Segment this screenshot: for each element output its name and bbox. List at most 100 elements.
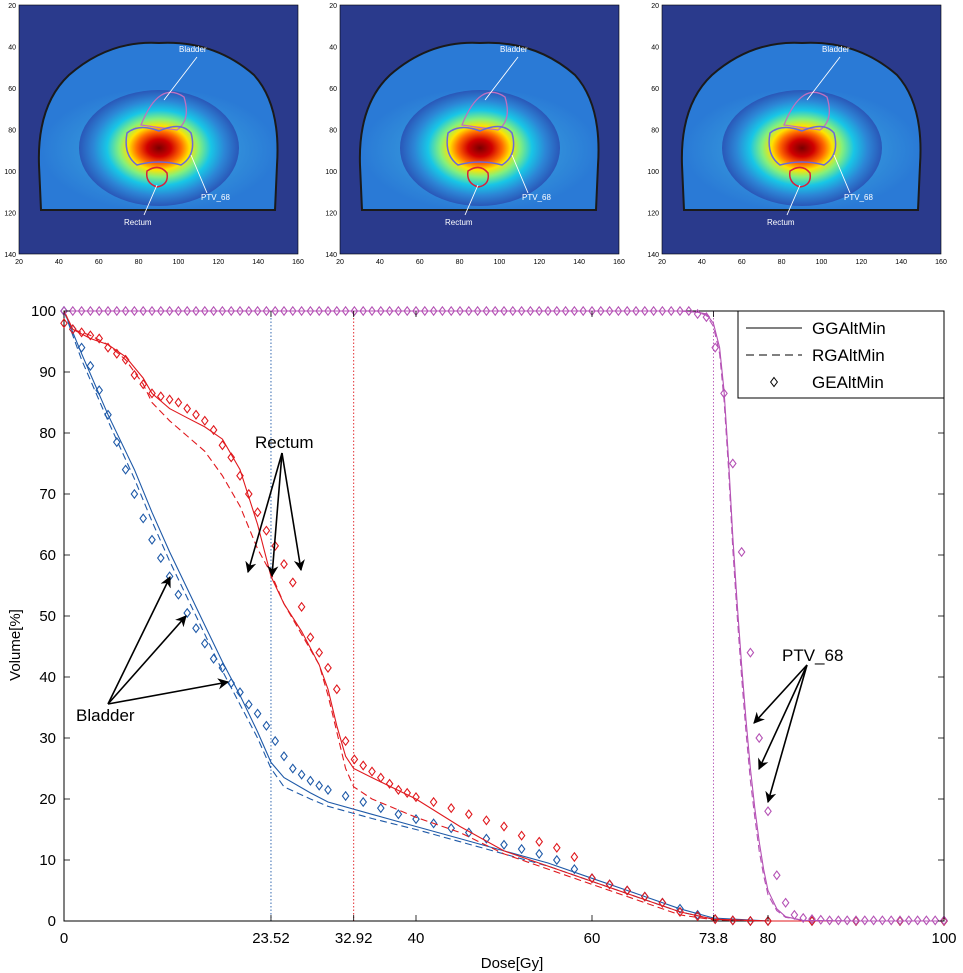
data-point (341, 305, 350, 317)
data-point (183, 607, 192, 619)
data-point (429, 796, 438, 808)
annotation-arrow (107, 575, 171, 705)
data-point (218, 662, 227, 673)
data-point (447, 305, 456, 317)
data-point (121, 464, 130, 475)
dose-map-x-tick: 120 (533, 259, 545, 266)
data-point (324, 305, 332, 317)
data-point (500, 305, 508, 317)
y-tick-label: 70 (39, 486, 56, 503)
data-point (588, 873, 596, 884)
annotation-ptv: PTV_68 (782, 646, 843, 665)
dose-map-x-tick: 120 (212, 259, 224, 266)
data-point (623, 305, 632, 317)
data-point (676, 903, 684, 914)
data-point (376, 772, 385, 783)
legend-label: RGAltMin (812, 346, 885, 365)
data-point (218, 440, 227, 451)
data-point (174, 589, 183, 600)
y-tick-label: 0 (48, 913, 56, 930)
data-point (632, 305, 640, 317)
data-point (825, 915, 834, 926)
rectum-contour (788, 166, 812, 188)
dose-map-x-tick: 60 (738, 259, 746, 266)
dose-map-x-tick: 60 (95, 259, 103, 266)
data-point (341, 790, 350, 802)
dose-map-y-tick: 80 (8, 128, 16, 135)
data-point (236, 470, 244, 481)
dose-map-x-tick: 40 (55, 259, 63, 266)
bladder-label: Bladder (822, 45, 850, 54)
data-point (658, 897, 667, 908)
data-point (104, 409, 112, 420)
dose-hotspot (79, 90, 239, 206)
dose-map-x-tick: 40 (698, 259, 706, 266)
data-point (95, 385, 104, 396)
data-point (359, 760, 368, 771)
data-point (834, 915, 843, 926)
data-point (244, 305, 253, 317)
data-point (156, 391, 165, 402)
data-point (315, 305, 324, 317)
dose-map-y-tick: 100 (4, 169, 16, 176)
legend-swatch-diamond (770, 376, 778, 388)
dose-map-y-tick: 80 (329, 128, 337, 135)
data-point (649, 305, 658, 317)
data-point (130, 488, 139, 500)
data-point (676, 305, 684, 317)
data-point (535, 836, 544, 847)
data-point (517, 830, 526, 841)
data-point (456, 305, 464, 317)
dose-map-x-tick: 140 (573, 259, 585, 266)
y-tick-label: 50 (39, 608, 56, 625)
annotation-arrow (107, 678, 230, 705)
dose-map-y-tick: 140 (4, 252, 16, 259)
data-point (218, 305, 227, 317)
data-point (86, 330, 95, 341)
data-point (544, 305, 552, 317)
data-point (104, 342, 112, 353)
data-point (244, 699, 253, 710)
data-point (112, 305, 121, 317)
dose-map-x-tick: 100 (816, 259, 828, 266)
data-point (491, 305, 500, 317)
data-point (68, 324, 77, 335)
y-tick-label: 60 (39, 547, 56, 564)
rectum-label: Rectum (445, 218, 473, 227)
y-tick-label: 10 (39, 852, 56, 869)
annotation-rectum: Rectum (255, 433, 314, 452)
ptv-label-arrow (833, 154, 851, 194)
data-point (253, 708, 262, 719)
dose-map-x-tick: 160 (613, 259, 625, 266)
data-point (227, 452, 236, 463)
x-tick-label: 32.92 (335, 930, 373, 947)
data-point (517, 843, 526, 855)
data-point (156, 305, 165, 317)
y-tick-label: 20 (39, 791, 56, 808)
data-point (236, 687, 244, 698)
dose-map-y-tick: 40 (8, 45, 16, 52)
annotation-arrow (753, 664, 808, 724)
annotation-arrow (267, 452, 283, 578)
data-point (482, 815, 491, 826)
data-point (86, 305, 95, 317)
data-point (922, 915, 931, 926)
annotation-arrow (245, 452, 283, 574)
data-point (306, 305, 315, 317)
data-point (412, 814, 420, 825)
dose-map-y-tick: 20 (329, 3, 337, 10)
dose-map-y-tick: 40 (329, 45, 337, 52)
dose-map-x-tick: 140 (895, 259, 907, 266)
data-point (684, 305, 693, 317)
data-point (60, 318, 68, 329)
bladder-label-arrow (484, 56, 519, 101)
data-point (799, 912, 808, 924)
data-point (552, 842, 561, 853)
data-point (359, 305, 368, 317)
data-point (781, 897, 790, 908)
series-rectum-rgaltmin (63, 310, 944, 922)
dose-map-x-tick: 100 (173, 259, 185, 266)
data-point (385, 778, 394, 789)
data-point (271, 305, 280, 317)
dose-map-x-tick: 160 (292, 259, 304, 266)
